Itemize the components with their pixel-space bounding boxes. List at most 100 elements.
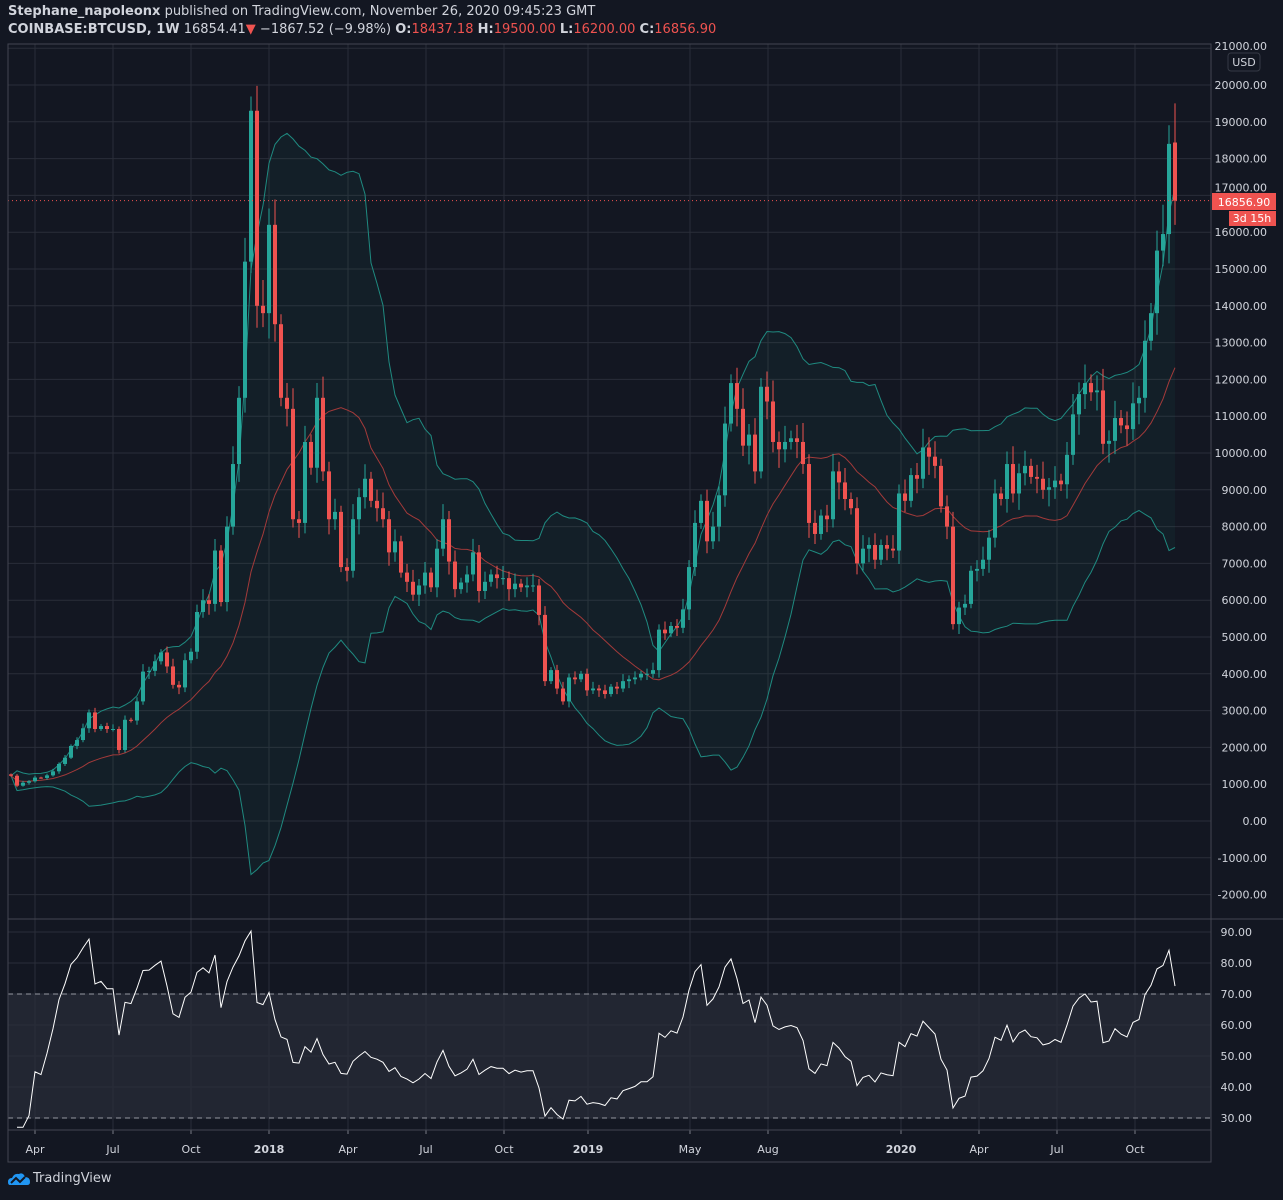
candle-body — [81, 728, 85, 741]
candle-body — [555, 670, 559, 689]
candle-body — [285, 397, 289, 409]
open-value: 18437.18 — [411, 22, 474, 37]
low-value: 16200.00 — [573, 22, 636, 37]
symbol[interactable]: COINBASE:BTCUSD, 1W — [8, 22, 180, 37]
candle-body — [993, 493, 997, 538]
candle-body — [561, 688, 565, 702]
candle-body — [939, 465, 943, 507]
candle-body — [981, 559, 985, 569]
candle-body — [957, 607, 961, 625]
last-price: 16854.41 — [183, 22, 246, 37]
candle-body — [849, 499, 853, 509]
candle-body — [639, 673, 643, 678]
candle-body — [753, 434, 757, 472]
candle-body — [699, 500, 703, 523]
candle-body — [297, 519, 301, 523]
band-fill — [11, 133, 1175, 875]
price-axis-label: 14000.00 — [1215, 300, 1268, 313]
candle-body — [357, 497, 361, 520]
candle-body — [21, 782, 25, 786]
price-axis-label: 12000.00 — [1215, 373, 1268, 386]
candle-body — [825, 515, 829, 520]
candle-body — [327, 471, 331, 520]
candle-body — [237, 397, 241, 465]
candle-body — [879, 545, 883, 560]
candle-body — [117, 729, 121, 750]
candle-body — [171, 666, 175, 685]
candle-body — [933, 456, 937, 466]
candle-body — [675, 625, 679, 628]
author[interactable]: Stephane_napoleonx — [8, 4, 161, 19]
candle-body — [267, 224, 271, 314]
candle-body — [111, 729, 115, 730]
candle-body — [381, 508, 385, 520]
currency-button[interactable] — [1227, 52, 1261, 72]
candle-body — [1023, 465, 1027, 474]
candle-body — [195, 611, 199, 652]
candle-body — [519, 583, 523, 588]
countdown-box — [1229, 211, 1276, 226]
rsi-axis-label: 40.00 — [1221, 1081, 1253, 1094]
price-axis-label: -1000.00 — [1218, 852, 1267, 865]
candle-body — [33, 777, 37, 782]
price-axis-label: 15000.00 — [1215, 263, 1268, 276]
candle-body — [795, 438, 799, 442]
candle-body — [279, 324, 283, 398]
candle-body — [813, 522, 817, 534]
candle-body — [897, 493, 901, 551]
low-label: L: — [559, 22, 574, 37]
candle-body — [543, 614, 547, 682]
candle-body — [915, 475, 919, 479]
price-axis-label: 1000.00 — [1222, 778, 1268, 791]
candle-body — [1137, 397, 1141, 404]
candle-body — [147, 670, 151, 672]
candle-body — [339, 511, 343, 568]
price-axis-label: 21000.00 — [1215, 40, 1268, 53]
candle-body — [1101, 390, 1105, 444]
price-axis-label: 17000.00 — [1215, 182, 1268, 195]
candle-body — [321, 397, 325, 472]
candle-body — [903, 493, 907, 501]
candle-body — [1071, 414, 1075, 455]
tradingview-logo[interactable]: TradingView — [8, 1171, 112, 1186]
rsi-pane — [8, 929, 1211, 1128]
candle-body — [525, 585, 529, 588]
candle-body — [663, 629, 667, 634]
candle-body — [771, 401, 775, 442]
candle-body — [1149, 313, 1153, 341]
candle-body — [591, 688, 595, 691]
time-axis-label: Apr — [969, 1143, 989, 1156]
candle-body — [99, 726, 103, 729]
candle-body — [729, 383, 733, 424]
candle-body — [945, 506, 949, 527]
time-axis-label: 2018 — [254, 1143, 285, 1156]
candles — [8, 85, 1211, 788]
time-axis-label: 2019 — [573, 1143, 604, 1156]
candle-body — [63, 757, 67, 764]
candle-body — [789, 438, 793, 442]
candle-body — [741, 408, 745, 446]
candle-body — [483, 581, 487, 591]
candle-body — [435, 548, 439, 588]
candle-body — [345, 567, 349, 571]
candle-body — [513, 583, 517, 590]
candle-body — [261, 305, 265, 314]
candle-body — [219, 550, 223, 603]
candle-body — [585, 673, 589, 691]
candle-body — [249, 110, 253, 262]
candle-body — [273, 224, 277, 325]
candle-body — [1029, 465, 1033, 477]
basis-line — [10, 367, 1176, 782]
candle-body — [969, 570, 973, 604]
candle-body — [1017, 473, 1021, 494]
legend-ohlc: COINBASE:BTCUSD, 1W 16854.41▼ −1867.52 (… — [8, 22, 716, 37]
candle-body — [123, 719, 127, 750]
time-axis-label: Jul — [418, 1143, 432, 1156]
candle-body — [399, 541, 403, 573]
rsi-band-fill — [8, 994, 1211, 1118]
candle-body — [573, 677, 577, 680]
tradingview-cloud-icon — [8, 1172, 30, 1185]
candle-body — [645, 673, 649, 675]
candle-body — [507, 578, 511, 590]
